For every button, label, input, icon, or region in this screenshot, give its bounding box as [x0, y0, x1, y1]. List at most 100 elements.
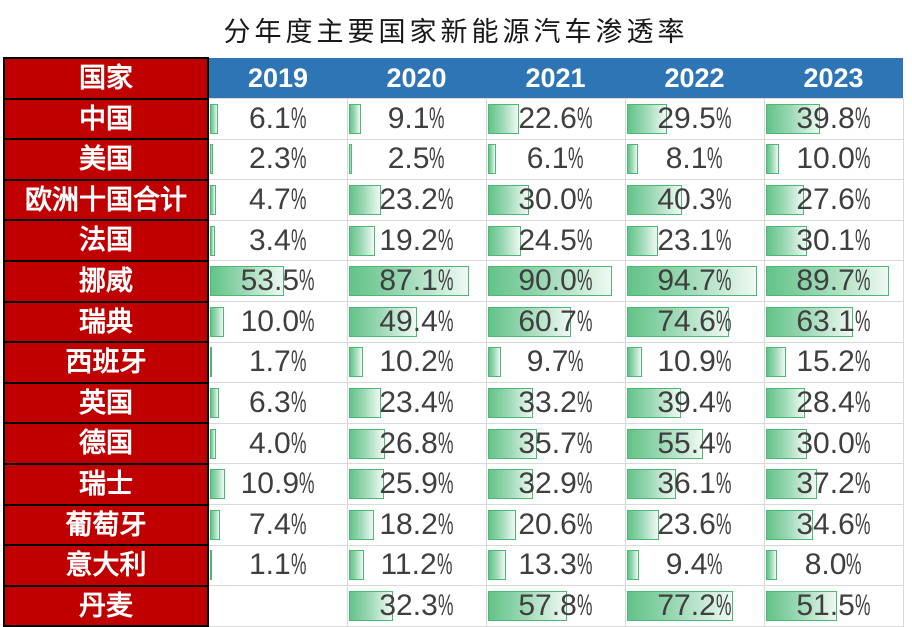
- cell-value: 11.2%: [348, 546, 486, 584]
- data-cell-norway-2021: 90.0%: [485, 260, 626, 303]
- percent-sign: %: [854, 142, 871, 176]
- percent-sign: %: [854, 589, 871, 623]
- data-bar: [210, 103, 219, 134]
- data-cell-uk-2020: 23.4%: [346, 382, 487, 424]
- cell-value: 6.1%: [209, 100, 347, 138]
- cell-value: 25.9%: [348, 465, 486, 503]
- percent-sign: %: [715, 507, 732, 541]
- cell-value: 9.7%: [487, 343, 625, 381]
- cell-value: 39.8%: [765, 100, 903, 138]
- data-cell-europe-10-total-2023: 27.6%: [763, 179, 904, 221]
- cell-value: 18.2%: [348, 506, 486, 544]
- percent-sign: %: [715, 101, 732, 135]
- percent-sign: %: [854, 426, 871, 460]
- country-cell-sweden: 瑞典: [3, 300, 209, 344]
- data-bar: [487, 225, 522, 256]
- percent-sign: %: [437, 264, 454, 298]
- table-body: 中国 6.1% 9.1% 22.6% 29.5% 39.8% 美国 2.3% 2.5% 6.1% 8…: [3, 97, 904, 627]
- data-bar: [348, 266, 469, 297]
- nev-penetration-table: 国家 2019 2020 2021 2022 2023 中国 6.1% 9.1% 22.6% 2…: [3, 57, 904, 627]
- data-cell-italy-2020: 11.2%: [346, 544, 487, 587]
- data-bar: [348, 103, 362, 134]
- percent-sign: %: [854, 507, 871, 541]
- data-bar: [765, 388, 805, 419]
- country-cell-spain: 西班牙: [3, 341, 209, 384]
- data-cell-china-2023: 39.8%: [763, 98, 904, 140]
- cell-value: 77.2%: [626, 587, 764, 625]
- table-row-china: 中国 6.1% 9.1% 22.6% 29.5% 39.8%: [3, 97, 904, 141]
- cell-value: 10.9%: [209, 465, 347, 503]
- data-cell-china-2019: 6.1%: [207, 98, 348, 140]
- data-cell-europe-10-total-2020: 23.2%: [346, 179, 487, 221]
- data-bar: [626, 306, 730, 337]
- cell-value: 2.5%: [348, 140, 486, 178]
- data-bar: [765, 347, 787, 378]
- percent-sign: %: [299, 264, 315, 298]
- percent-sign: %: [854, 304, 871, 338]
- percent-sign: %: [576, 223, 593, 257]
- cell-value: 87.1%: [348, 262, 486, 300]
- data-bar: [487, 144, 496, 175]
- cell-value: 20.6%: [487, 506, 625, 544]
- data-bar: [765, 469, 817, 500]
- cell-value: 35.7%: [487, 425, 625, 463]
- percent-sign: %: [576, 264, 593, 298]
- data-cell-france-2022: 23.1%: [624, 219, 765, 262]
- cell-value: 10.0%: [765, 140, 903, 178]
- data-bar: [210, 225, 215, 256]
- percent-sign: %: [437, 183, 454, 217]
- data-bar: [626, 225, 659, 256]
- percent-sign: %: [854, 467, 871, 501]
- data-cell-switzerland-2020: 25.9%: [346, 463, 487, 506]
- cell-value: 36.1%: [626, 465, 764, 503]
- data-bar: [487, 428, 537, 459]
- data-cell-portugal-2023: 34.6%: [763, 504, 904, 546]
- percent-sign: %: [290, 101, 307, 135]
- table-row-usa: 美国 2.3% 2.5% 6.1% 8.1% 10.0%: [3, 138, 904, 181]
- cell-value: 23.1%: [626, 222, 764, 260]
- country-cell-china: 中国: [3, 97, 209, 141]
- data-cell-switzerland-2019: 10.9%: [207, 463, 348, 506]
- percent-sign: %: [299, 467, 315, 501]
- cell-value: 27.6%: [765, 181, 903, 219]
- data-cell-germany-2022: 55.4%: [624, 422, 765, 465]
- percent-sign: %: [290, 345, 307, 379]
- data-cell-usa-2023: 10.0%: [763, 138, 904, 181]
- percent-sign: %: [290, 223, 307, 257]
- cell-value: 13.3%: [487, 546, 625, 584]
- data-cell-usa-2022: 8.1%: [624, 138, 765, 181]
- data-cell-portugal-2020: 18.2%: [346, 504, 487, 546]
- percent-sign: %: [429, 101, 445, 135]
- percent-sign: %: [707, 548, 723, 582]
- data-bar: [487, 185, 529, 216]
- cell-value: 6.3%: [209, 384, 347, 422]
- data-cell-italy-2019: 1.1%: [207, 544, 348, 587]
- cell-value: 89.7%: [765, 262, 903, 300]
- data-bar: [210, 469, 225, 500]
- data-cell-uk-2023: 28.4%: [763, 382, 904, 424]
- data-cell-denmark-2021: 57.8%: [485, 585, 626, 627]
- cell-value: 19.2%: [348, 222, 486, 260]
- data-bar: [765, 225, 808, 256]
- percent-sign: %: [576, 507, 593, 541]
- percent-sign: %: [290, 548, 307, 582]
- percent-sign: %: [707, 142, 723, 176]
- cell-value: 8.0%: [765, 546, 903, 584]
- data-cell-spain-2019: 1.7%: [207, 341, 348, 384]
- data-bar: [210, 428, 216, 459]
- data-cell-italy-2022: 9.4%: [624, 544, 765, 587]
- cell-value: 29.5%: [626, 100, 764, 138]
- cell-value: 40.3%: [626, 181, 764, 219]
- data-cell-germany-2019: 4.0%: [207, 422, 348, 465]
- cell-value: 7.4%: [209, 506, 347, 544]
- data-bar: [348, 306, 417, 337]
- percent-sign: %: [568, 142, 584, 176]
- data-cell-uk-2022: 39.4%: [624, 382, 765, 424]
- data-cell-spain-2020: 10.2%: [346, 341, 487, 384]
- country-cell-norway: 挪威: [3, 259, 209, 303]
- data-cell-usa-2019: 2.3%: [207, 138, 348, 181]
- cell-value: 15.2%: [765, 343, 903, 381]
- percent-sign: %: [715, 223, 732, 257]
- data-cell-denmark-2019: [207, 585, 348, 627]
- data-bar: [765, 185, 804, 216]
